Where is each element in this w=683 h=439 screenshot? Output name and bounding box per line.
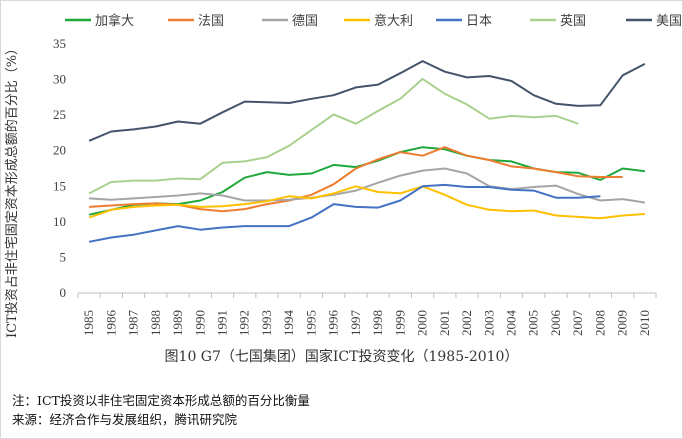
x-tick-label: 1988	[148, 310, 163, 336]
x-tick-label: 1987	[126, 310, 141, 337]
legend-label: 日本	[466, 14, 492, 29]
x-tick-label: 2006	[548, 310, 563, 337]
footnote-note: 注：ICT投资以非住宅固定资本形成总额的百分比衡量	[12, 393, 310, 408]
footnote-source: 来源：经济合作与发展组织，腾讯研究院	[12, 412, 238, 427]
chart-legend: 加拿大 法国 德国 意大利 日本 英国 美国	[65, 13, 682, 29]
y-axis-label: ICT投资占非住宅固定资本形成总额的百分比（%）	[4, 42, 20, 338]
series-line-4	[88, 183, 601, 243]
y-tick-label: 0	[60, 285, 67, 300]
x-tick-label: 2008	[592, 310, 607, 336]
x-tick-label: 1990	[192, 310, 207, 336]
x-tick-label: 2001	[437, 310, 452, 336]
legend-label: 意大利	[374, 13, 413, 29]
x-tick-label: 2004	[504, 310, 519, 337]
x-tick-label: 1999	[392, 310, 407, 336]
series-line-6	[88, 60, 646, 142]
x-axis: 1985 1986 1987 1988 1989 1990 1991 1992 1993 1994…	[77, 292, 657, 337]
x-tick-label: 1997	[348, 310, 363, 337]
y-tick-label: 25	[53, 107, 66, 122]
y-tick-label: 10	[53, 214, 66, 229]
chart-title: 图10 G7（七国集团）国家ICT投资变化（1985-2010）	[164, 349, 519, 365]
legend-label: 英国	[560, 14, 586, 29]
x-tick-label: 1994	[281, 310, 296, 337]
x-tick-label: 1991	[215, 310, 230, 336]
series-line-5	[88, 77, 579, 195]
x-tick-label: 1998	[370, 310, 385, 336]
x-tick-label: 2009	[615, 310, 630, 336]
x-tick-label: 1996	[326, 310, 341, 337]
x-tick-label: 2007	[570, 310, 585, 337]
x-tick-label: 2005	[526, 310, 541, 336]
line-chart: 加拿大 法国 德国 意大利 日本 英国 美国 0 5 10 15 20 25 30 35 1985 1986…	[4, 13, 682, 338]
x-tick-label: 1986	[103, 310, 118, 337]
x-tick-label: 2003	[481, 310, 496, 336]
plot-area	[88, 60, 646, 243]
y-tick-label: 30	[53, 72, 66, 87]
x-tick-label: 2010	[637, 310, 652, 336]
y-tick-label: 35	[53, 36, 66, 51]
x-tick-label: 1995	[303, 310, 318, 336]
legend-label: 美国	[656, 14, 682, 29]
x-tick-label: 1993	[259, 310, 274, 336]
series-line-2	[89, 167, 646, 204]
x-tick-label: 2000	[415, 310, 430, 336]
y-tick-label: 20	[53, 143, 66, 158]
x-tick-label: 1989	[170, 310, 185, 336]
x-tick-label: 2002	[459, 310, 474, 336]
y-tick-label: 5	[60, 249, 67, 264]
y-axis: 0 5 10 15 20 25 30 35	[53, 36, 66, 300]
legend-label: 法国	[198, 14, 224, 29]
series-line-3	[88, 185, 645, 220]
legend-label: 加拿大	[95, 13, 134, 29]
x-tick-label: 1992	[237, 310, 252, 336]
y-tick-label: 15	[53, 178, 66, 193]
legend-label: 德国	[292, 14, 318, 29]
x-tick-label: 1985	[81, 310, 96, 336]
